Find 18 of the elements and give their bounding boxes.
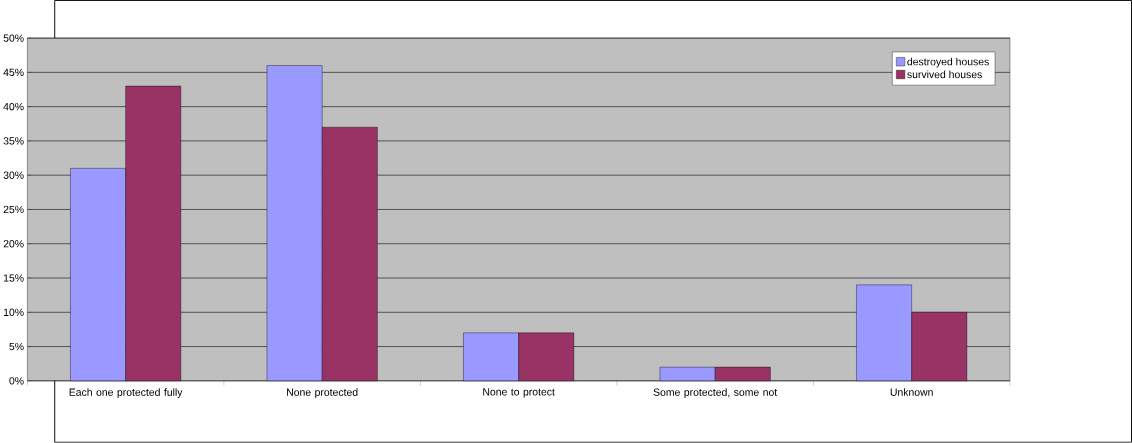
- y-tick-label: 20%: [3, 240, 24, 248]
- y-tick-label: 25%: [3, 205, 24, 214]
- x-tick-label: Unknown: [890, 388, 933, 397]
- x-tick-label: None protected: [287, 388, 358, 399]
- y-tick-label: 5%: [9, 343, 24, 351]
- y-tick-label: 50%: [3, 34, 24, 42]
- y-tick-label: 45%: [3, 68, 24, 77]
- y-tick-label: 0%: [9, 377, 24, 385]
- y-tick-label: 40%: [3, 103, 24, 111]
- y-tick-label: 15%: [3, 274, 24, 282]
- legend-label: survived houses: [907, 70, 982, 79]
- y-tick-label: 35%: [3, 137, 24, 145]
- y-tick-label: 10%: [3, 308, 24, 317]
- y-tick-label: 30%: [3, 171, 24, 180]
- legend-label: destroyed houses: [907, 57, 989, 68]
- x-tick-label: Some protected, some not: [653, 388, 778, 399]
- x-tick-label: Each one protected fully: [69, 388, 183, 399]
- x-tick-label: None to protect: [483, 388, 555, 398]
